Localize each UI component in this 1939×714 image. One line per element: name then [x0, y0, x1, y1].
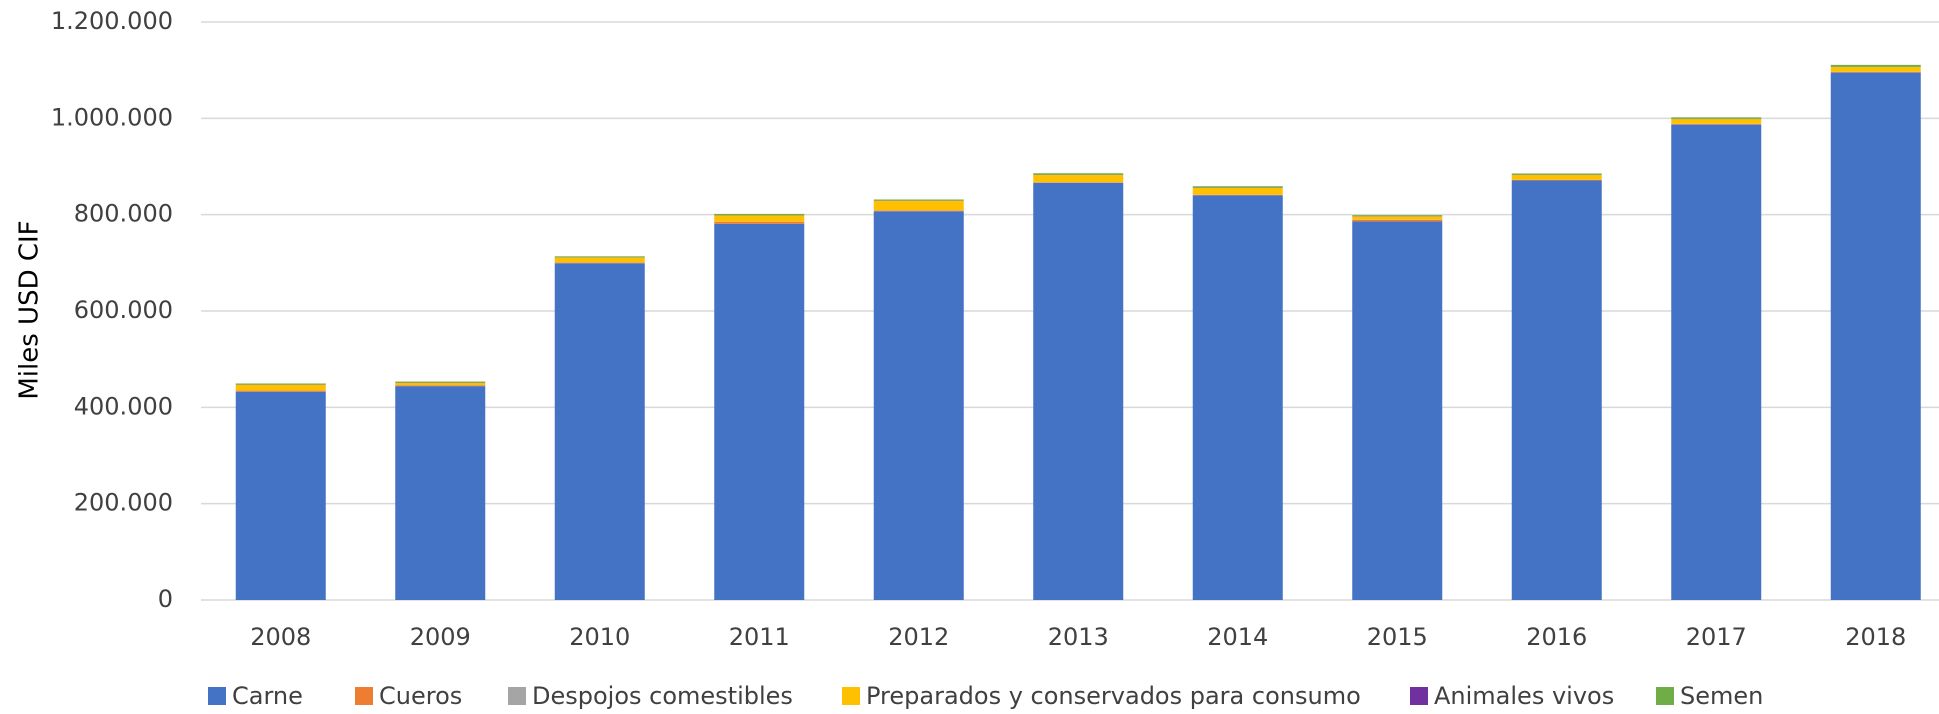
- legend-label: Animales vivos: [1434, 682, 1614, 710]
- bar-segment: [235, 383, 326, 385]
- bar-segment: [1511, 174, 1602, 180]
- bar-segment: [1511, 173, 1602, 175]
- bar-segment: [1830, 67, 1921, 72]
- bar-segment: [395, 382, 486, 386]
- x-tick-label: 2008: [250, 623, 311, 651]
- legend-swatch: [842, 687, 860, 705]
- bar-segment: [1671, 124, 1762, 600]
- legend-swatch: [208, 687, 226, 705]
- legend-swatch: [355, 687, 373, 705]
- x-tick-label: 2012: [888, 623, 949, 651]
- legend-label: Cueros: [379, 682, 462, 710]
- bar-segment: [1352, 216, 1443, 220]
- bar-segment: [1830, 64, 1921, 67]
- bar-segment: [1671, 119, 1762, 124]
- y-tick-label: 1.200.000: [51, 7, 173, 35]
- bar-segment: [554, 257, 645, 263]
- bar-segment: [395, 386, 486, 600]
- bar-segment: [235, 391, 326, 600]
- bar-segment: [1352, 215, 1443, 217]
- bar-segment: [1830, 72, 1921, 600]
- y-tick-label: 0: [158, 585, 173, 613]
- x-tick-label: 2011: [729, 623, 790, 651]
- bar-segment: [395, 381, 486, 383]
- bar-segment: [1511, 180, 1602, 601]
- bar-segment: [873, 210, 964, 212]
- bar-segment: [554, 262, 645, 264]
- x-tick-label: 2017: [1686, 623, 1747, 651]
- x-tick-label: 2014: [1207, 623, 1268, 651]
- legend-label: Semen: [1680, 682, 1763, 710]
- legend-label: Carne: [232, 682, 303, 710]
- bar-segment: [235, 390, 326, 392]
- x-tick-label: 2010: [569, 623, 630, 651]
- x-tick-label: 2013: [1048, 623, 1109, 651]
- x-tick-label: 2009: [410, 623, 471, 651]
- bar-segment: [1033, 182, 1124, 601]
- legend-swatch: [508, 687, 526, 705]
- legend-swatch: [1410, 687, 1428, 705]
- bar-segment: [554, 263, 645, 600]
- bar-segment: [1671, 117, 1762, 119]
- bar-segment: [873, 211, 964, 601]
- bar-segment: [1192, 187, 1283, 195]
- legend-swatch: [1656, 687, 1674, 705]
- x-tick-label: 2016: [1526, 623, 1587, 651]
- bar-segment: [873, 199, 964, 201]
- x-tick-label: 2015: [1367, 623, 1428, 651]
- y-tick-label: 800.000: [74, 200, 173, 228]
- bar-segment: [714, 221, 805, 224]
- bar-segment: [873, 200, 964, 211]
- x-tick-label: 2018: [1845, 623, 1906, 651]
- y-tick-label: 600.000: [74, 296, 173, 324]
- y-tick-label: 1.000.000: [51, 103, 173, 131]
- bar-segment: [1192, 186, 1283, 188]
- y-axis-label: Miles USD CIF: [15, 220, 45, 399]
- bar-segment: [235, 384, 326, 391]
- bar-segment: [1033, 173, 1124, 175]
- legend-label: Despojos comestibles: [532, 682, 793, 710]
- bar-segment: [714, 213, 805, 216]
- bar-segment: [554, 256, 645, 258]
- bar-segment: [714, 223, 805, 600]
- bar-segment: [1352, 221, 1443, 600]
- bar-segment: [1033, 174, 1124, 183]
- bar-segment: [1192, 195, 1283, 600]
- y-tick-label: 200.000: [74, 489, 173, 517]
- bar-segment: [1352, 219, 1443, 222]
- bar-segment: [714, 215, 805, 222]
- y-tick-label: 400.000: [74, 392, 173, 420]
- legend-label: Preparados y conservados para consumo: [866, 682, 1361, 710]
- bar-segment: [395, 385, 486, 387]
